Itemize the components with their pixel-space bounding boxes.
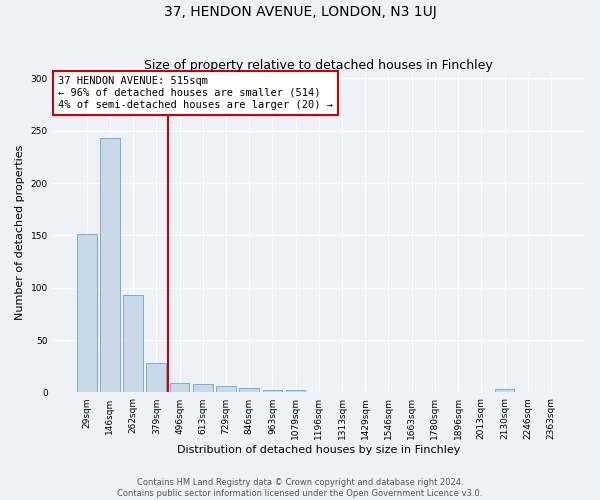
Bar [494,390,514,392]
Text: 37, HENDON AVENUE, LONDON, N3 1UJ: 37, HENDON AVENUE, LONDON, N3 1UJ [164,5,436,19]
X-axis label: Distribution of detached houses by size in Finchley: Distribution of detached houses by size … [177,445,461,455]
Bar [239,388,259,392]
Bar [216,386,236,392]
Bar [193,384,212,392]
Y-axis label: Number of detached properties: Number of detached properties [15,145,25,320]
Bar [170,383,190,392]
Bar [263,390,282,392]
Text: Contains HM Land Registry data © Crown copyright and database right 2024.
Contai: Contains HM Land Registry data © Crown c… [118,478,482,498]
Bar [286,390,305,392]
Text: 37 HENDON AVENUE: 515sqm
← 96% of detached houses are smaller (514)
4% of semi-d: 37 HENDON AVENUE: 515sqm ← 96% of detach… [58,76,333,110]
Title: Size of property relative to detached houses in Finchley: Size of property relative to detached ho… [145,59,493,72]
Bar [146,363,166,392]
Bar [123,295,143,392]
Bar [100,138,120,392]
Bar [77,234,97,392]
